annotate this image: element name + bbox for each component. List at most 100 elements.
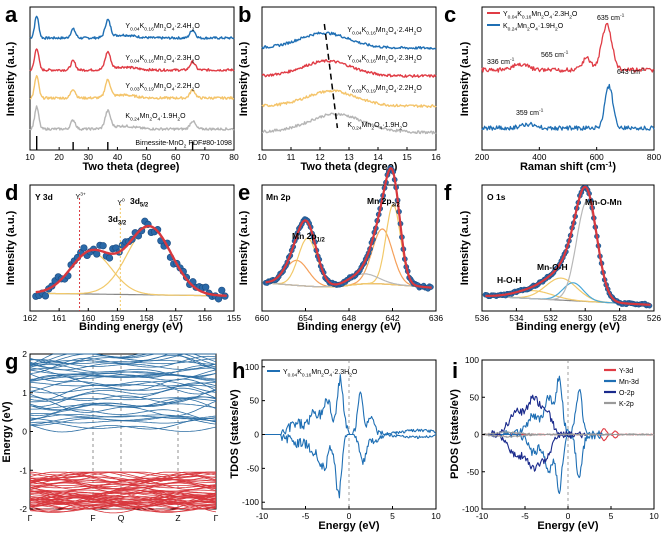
band-line-conduction: [29, 418, 217, 433]
text-part: 336 cm: [487, 59, 510, 66]
band-line-conduction: [29, 415, 217, 426]
text-part: Birnessite-MnO: [135, 140, 184, 147]
panel-label-f: f: [444, 180, 452, 205]
xrd-series-line: [29, 15, 235, 40]
text-part: 2: [399, 126, 402, 132]
x-tick-label: 10: [431, 511, 441, 521]
text-part: 4: [158, 117, 161, 123]
component-label: Mn-O-Mn: [585, 197, 622, 207]
panel-title: Y 3d: [35, 192, 53, 202]
x-axis-title: Two theta (degree): [83, 161, 180, 173]
text-part: Mn: [140, 113, 150, 120]
text-part: 2: [414, 59, 417, 65]
x-axis-title: Binding energy (eV): [297, 321, 401, 333]
xps-data-point: [105, 254, 114, 262]
panel-title: O 1s: [487, 192, 506, 202]
component-label: 3d5/2: [130, 196, 149, 209]
x-axis-title: Binding energy (eV): [79, 321, 183, 333]
panel-label-d: d: [5, 180, 18, 205]
text-part: 4: [549, 15, 552, 21]
text-part: 0.19: [366, 89, 376, 95]
text-part: O: [374, 122, 380, 129]
text-part: 2: [414, 89, 417, 95]
text-part: 0.16: [144, 27, 154, 33]
x-tick-label: 10: [649, 511, 659, 521]
x-tick-label: 70: [200, 152, 210, 162]
x-tick-label: 10: [257, 152, 267, 162]
x-tick-label: 158: [139, 313, 153, 323]
y-axis-title: TDOS (states/eV): [229, 389, 241, 479]
text-part: -1: [564, 50, 569, 56]
x-tick-label: 642: [385, 313, 399, 323]
text-part: ·2.3H: [396, 55, 413, 62]
text-part: O: [530, 23, 536, 30]
xps-data-point: [41, 292, 50, 300]
text-part: ·2.2H: [396, 85, 413, 92]
y-tick-label: 100: [245, 362, 259, 372]
text-part: 635 cm: [597, 15, 620, 22]
text-part: O: [388, 27, 394, 34]
y-tick-label: 2: [22, 349, 27, 359]
text-part: 4: [172, 59, 175, 65]
text-part: 4: [172, 27, 175, 33]
y-tick-label: 50: [250, 396, 260, 406]
legend-label: K-2p: [619, 401, 634, 408]
raman-series-line: [481, 22, 655, 73]
component-label: H-O-H: [497, 275, 522, 285]
y-tick-label: 0: [474, 430, 479, 440]
text-part: ·1.9H: [382, 122, 399, 129]
band-line-conduction: [29, 421, 217, 432]
xrd-zoom-series-label: Y0.04K0.16Mn2O4·2.4H2O: [347, 27, 422, 37]
x-tick-label: 0: [347, 511, 352, 521]
panel-a-frame: [29, 6, 235, 151]
text-part: Y: [503, 11, 508, 18]
text-part: 2: [371, 126, 374, 132]
text-part: Mn: [154, 55, 164, 62]
y-axis-title: Energy (eV): [1, 401, 13, 462]
text-part: -1: [620, 13, 625, 19]
text-part: ·2.2H: [174, 83, 191, 90]
xrd-series-label: K0.24Mn2O4·1.9H2O: [125, 113, 186, 123]
panel-f-frame: [481, 184, 655, 312]
panel-d-frame: [29, 184, 235, 312]
text-part: Y: [347, 55, 352, 62]
text-part: ·1.9H: [538, 23, 555, 30]
legend-label: K0.24Mn2O4·1.9H2O: [503, 23, 564, 33]
x-tick-label: -10: [256, 511, 269, 521]
text-part: Mn: [376, 55, 386, 62]
text-part: 0.24: [508, 27, 518, 33]
text-part: 3d: [108, 214, 118, 224]
text-part: K: [503, 23, 508, 30]
text-part: 2: [321, 373, 324, 379]
text-part: 2: [386, 31, 389, 37]
band-line-conduction: [29, 396, 217, 411]
x-tick-label: -10: [476, 511, 489, 521]
xrd-series-line: [29, 105, 235, 131]
text-part: Y: [347, 27, 352, 34]
text-part: ·2.4H: [396, 27, 413, 34]
x-tick-label: 15: [402, 152, 412, 162]
text-part: K: [347, 122, 352, 129]
fit-envelope-line: [265, 167, 432, 289]
x-tick-label: 160: [81, 313, 95, 323]
x-tick-label: 10: [25, 152, 35, 162]
text-part: 3/2: [392, 203, 401, 209]
xps-data-point: [93, 250, 101, 258]
band-line-conduction: [29, 387, 217, 407]
xrd-series-label: Y0.04K0.16Mn2O4·2.3H2O: [125, 55, 200, 65]
text-part: 3d: [130, 196, 140, 206]
text-part: O: [402, 122, 408, 129]
xrd-zoom-series-line: [261, 59, 437, 78]
band-line-valence: [29, 502, 217, 510]
text-part: 0: [122, 198, 125, 204]
text-part: O: [152, 113, 158, 120]
raman-series-line: [481, 83, 655, 131]
text-part: 2: [555, 27, 558, 33]
xps-data-point: [202, 283, 210, 291]
band-line-conduction: [29, 367, 217, 375]
text-part: Y: [125, 23, 130, 30]
x-axis-title: Energy (eV): [318, 520, 379, 532]
text-part: -1: [539, 108, 544, 114]
x-tick-label: 156: [198, 313, 212, 323]
